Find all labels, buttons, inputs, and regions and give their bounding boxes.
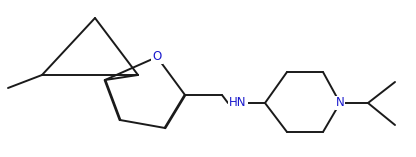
Text: N: N: [336, 97, 344, 109]
Text: O: O: [152, 51, 162, 63]
Text: HN: HN: [229, 97, 247, 109]
